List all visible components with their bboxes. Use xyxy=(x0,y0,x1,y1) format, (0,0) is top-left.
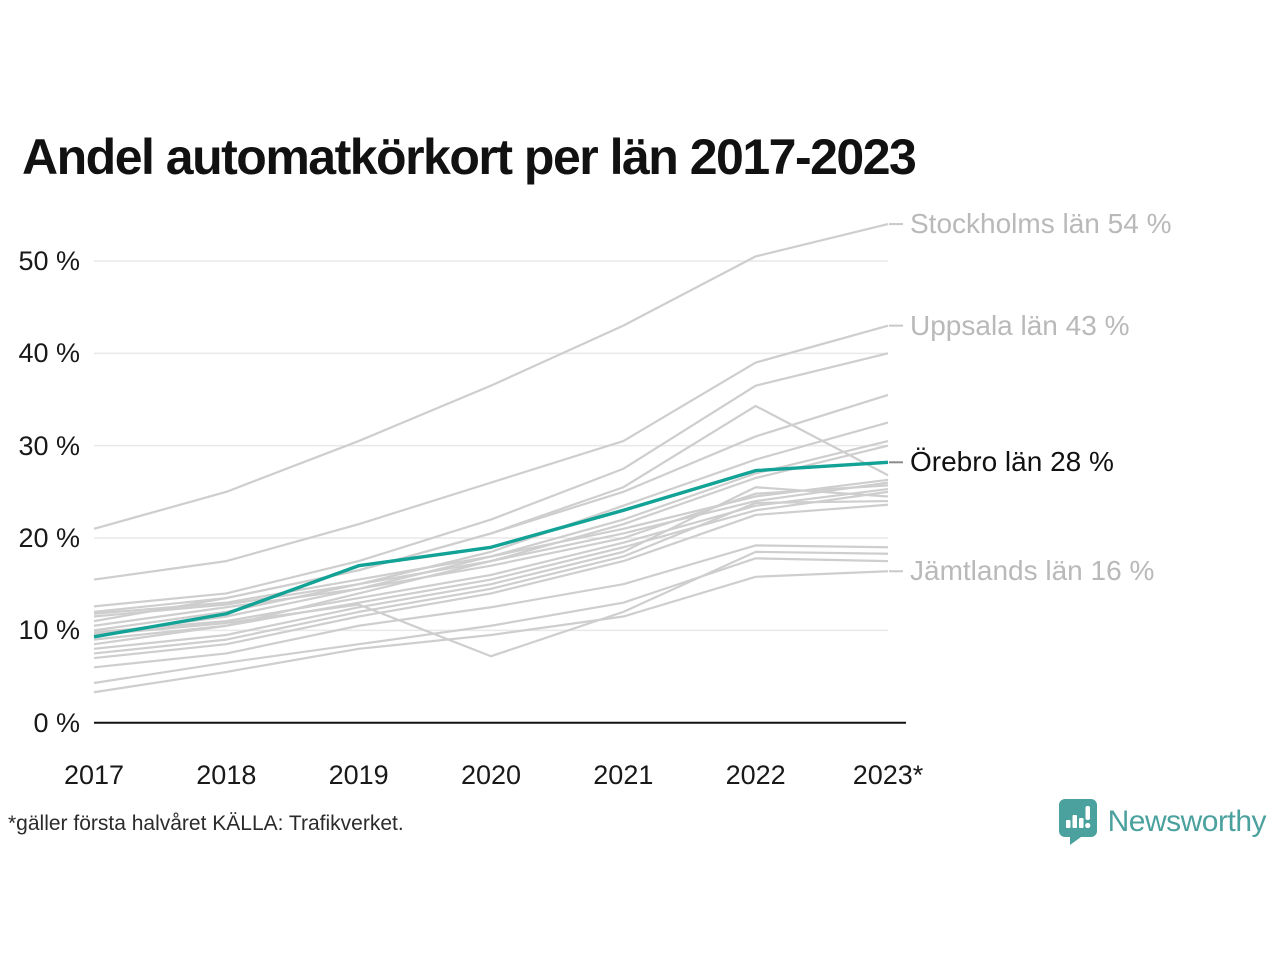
x-tick-label: 2021 xyxy=(593,760,654,790)
series-label-uppsala: Uppsala län 43 % xyxy=(910,309,1130,341)
x-tick-label: 2022 xyxy=(725,760,786,790)
series-line-unlabeled-12 xyxy=(93,486,889,650)
series-line-unlabeled-01 xyxy=(93,352,889,608)
y-tick-label: 20 % xyxy=(18,523,80,554)
chart-title: Andel automatkörkort per län 2017-2023 xyxy=(22,129,917,185)
series-line-stockholms-l-n xyxy=(93,222,889,530)
x-tick-label: 2019 xyxy=(328,760,389,790)
series-line-unlabeled-11 xyxy=(93,490,889,641)
y-tick-label: 30 % xyxy=(18,430,80,461)
y-tick-label: 50 % xyxy=(18,246,80,276)
series-line-unlabeled-07 xyxy=(93,478,889,615)
y-tick-label: 10 % xyxy=(18,615,80,646)
series-line-unlabeled-15 xyxy=(93,544,889,669)
series-label-stockholm: Stockholms län 54 % xyxy=(910,208,1172,240)
series-line-unlabeled-03 xyxy=(93,421,889,632)
series-line-unlabeled-10 xyxy=(93,487,889,634)
x-tick-label: 2020 xyxy=(460,760,522,790)
series-line-uppsala-l-n xyxy=(93,324,889,581)
series-line-unlabeled-06 xyxy=(93,404,889,613)
x-tick-label: 2017 xyxy=(63,760,125,790)
newsworthy-logo-icon xyxy=(1058,799,1097,845)
series-line-unlabeled-13 xyxy=(93,499,889,655)
series-line-unlabeled-09 xyxy=(93,484,889,627)
series-line-unlabeled-14 xyxy=(93,503,889,660)
y-tick-label: 40 % xyxy=(18,338,80,369)
series-line--rebro-l-n xyxy=(93,460,889,639)
series-line-j-mtlands-l-n xyxy=(93,570,889,694)
series-line-unlabeled-16 xyxy=(93,550,889,658)
series-label-jamtland: Jämtlands län 16 % xyxy=(910,555,1155,587)
y-tick-label: 0 % xyxy=(33,707,80,738)
series-line-unlabeled-17 xyxy=(93,557,889,685)
newsworthy-logo-text: Newsworthy xyxy=(1107,804,1267,838)
x-tick-label: 2023* xyxy=(852,760,924,790)
x-tick-label: 2018 xyxy=(196,760,257,790)
series-line-unlabeled-08 xyxy=(93,481,889,618)
source-note: *gäller första halvåret KÄLLA: Trafikver… xyxy=(8,812,404,835)
newsworthy-logo: Newsworthy xyxy=(1058,798,1267,845)
series-label-orebro: Örebro län 28 % xyxy=(910,446,1114,478)
